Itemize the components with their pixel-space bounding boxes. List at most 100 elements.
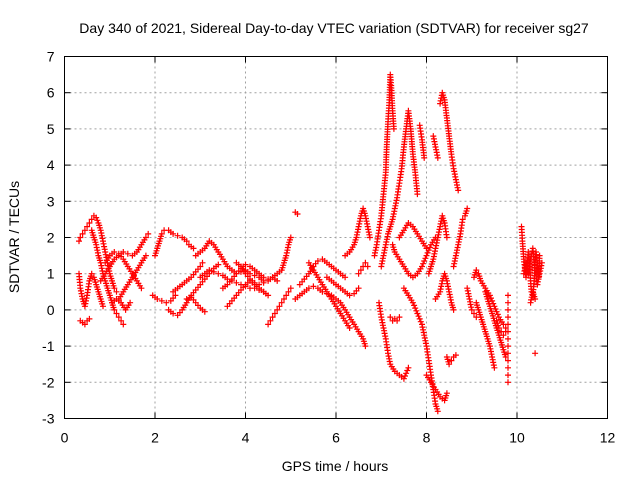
data-point [434,154,441,161]
data-point [364,263,371,270]
data-point [415,313,422,320]
y-tick-label: 6 [47,85,55,101]
data-point [127,299,134,306]
data-point [450,306,457,313]
data-point [434,408,441,415]
x-tick-label: 4 [242,430,250,446]
data-point [206,267,213,274]
data-point [251,272,258,279]
data-point [400,375,407,382]
y-tick-label: 1 [47,266,55,282]
data-point [357,267,364,274]
y-tick-labels: -3 -2 -1 0 1 2 3 4 5 6 7 [42,49,55,427]
data-point [355,270,362,277]
data-point [422,255,429,262]
data-point [88,270,95,277]
y-tick-label: 7 [47,49,55,65]
data-point [505,299,511,306]
data-point [124,250,131,257]
data-point [199,259,206,266]
data-point [421,154,428,161]
data-point [505,314,511,321]
data-point [505,335,511,342]
data-point [158,230,165,237]
data-point [100,303,106,310]
data-point [494,311,501,318]
data-point [276,303,283,310]
data-point [111,306,118,313]
data-point [183,238,190,245]
data-point [267,317,274,324]
data-point [94,217,101,224]
y-tick-label: 5 [47,121,55,137]
data-point [423,252,430,259]
data-point [81,227,88,234]
data-point [154,296,161,302]
data-point [387,314,394,321]
data-point [528,296,535,303]
data-point [183,296,190,302]
data-point [409,299,416,306]
data-point [505,306,511,313]
grid [64,56,608,419]
data-point [505,343,511,350]
data-point [532,296,539,302]
data-point [201,308,208,315]
data-point [314,258,321,264]
data-point [362,343,369,350]
x-tick-label: 10 [509,430,525,446]
data-point [163,299,170,306]
data-point [274,277,281,284]
data-point [145,230,152,237]
data-point [423,245,430,252]
data-point [536,270,543,277]
data-point [411,302,418,309]
data-point [120,249,127,255]
data-point [265,321,272,328]
data-point [505,321,511,328]
data-point [426,244,433,251]
data-point [172,292,179,299]
data-point [283,292,290,299]
x-tick-labels: 0 2 4 6 8 10 12 [61,430,616,446]
data-point [505,364,511,371]
data-point [493,308,500,315]
y-tick-label: 2 [47,230,55,246]
data-point [197,263,204,270]
data-point [233,279,240,286]
data-point [113,288,120,295]
data-point [404,367,411,374]
data-point [93,244,100,251]
data-point [142,252,149,259]
x-tick-label: 6 [332,430,340,446]
data-point [446,361,453,368]
data-point [215,261,222,268]
data-point [342,274,349,281]
data-point [495,325,502,331]
data-point [190,245,197,252]
x-tick-label: 8 [423,430,431,446]
data-point [416,315,423,322]
data-point [464,205,471,212]
x-tick-label: 0 [61,430,69,446]
y-tick-label: -3 [42,411,55,427]
y-tick-label: 4 [47,157,55,173]
data-point [81,321,88,328]
data-point [170,310,177,317]
data-point [260,279,267,286]
data-point [471,310,477,317]
data-point [294,211,301,217]
data-point [419,263,425,270]
data-point [390,125,397,132]
data-point [414,310,421,317]
data-point [256,281,263,288]
data-point [538,259,545,266]
data-point [366,234,373,241]
data-point [420,260,427,267]
data-point [473,267,480,274]
data-point [215,270,222,277]
data-point [118,317,125,324]
data-point [505,372,511,379]
data-point [113,310,120,317]
data-point [413,307,420,314]
